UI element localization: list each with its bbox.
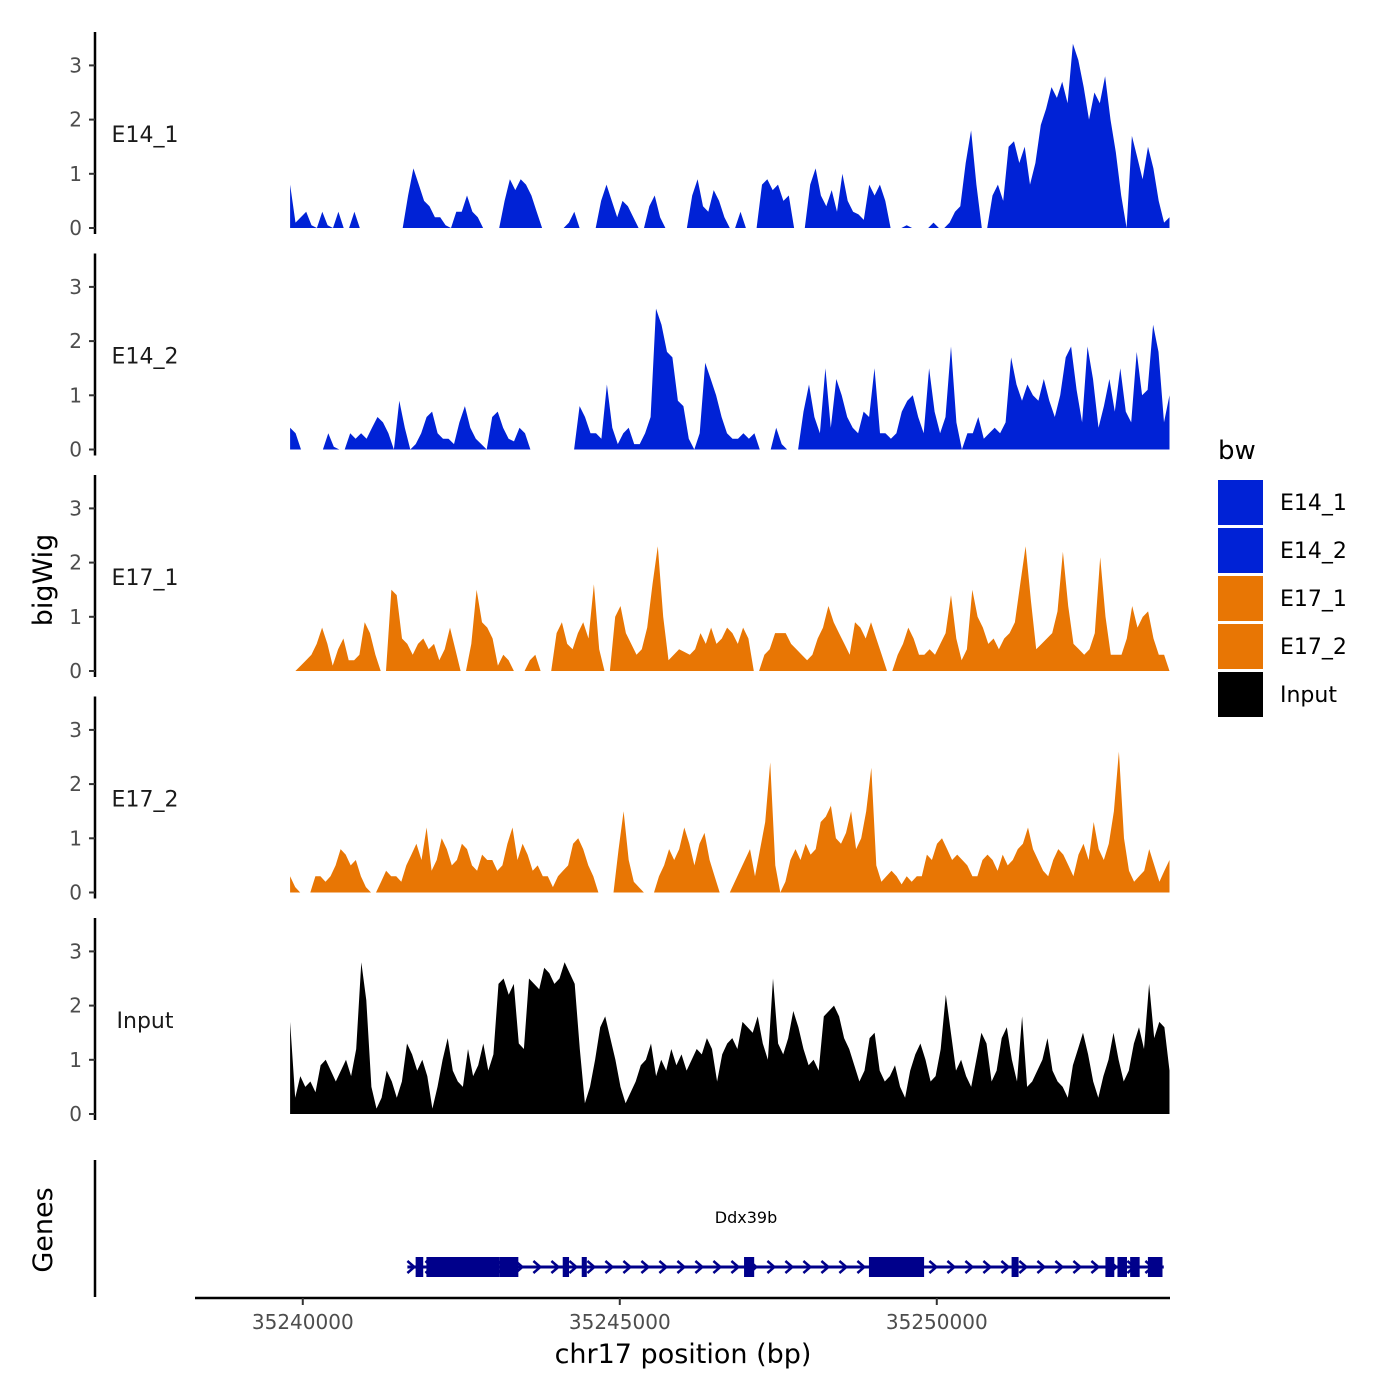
track-e17_1: 0 1 2 3 E17_1 [69,475,1170,683]
track-e17_2: 0 1 2 3 E17_2 [69,696,1170,905]
y-tick-label: 2 [69,108,82,132]
legend-swatch [1218,576,1263,621]
gene-panel: Ddx39b [93,1160,1164,1297]
strand-arrow-icon [1036,1260,1047,1274]
bigwig-tracks: 0 1 2 3 E14_1 0 1 2 3 E14_2 0 1 2 3 E17_1 0 1 2 3 E17_2 0 1 2 3… [69,32,1170,1126]
track-label: Input [117,1009,174,1034]
gene-exon [1011,1257,1019,1277]
gene-exon [415,1257,424,1277]
legend-entry-label: E14_1 [1280,491,1347,516]
strand-arrow-icon [676,1260,687,1274]
y-tick-label: 3 [69,53,82,77]
coverage-area [290,43,1170,229]
track-input: 0 1 2 3 Input [69,918,1170,1126]
y-tick-label: 3 [69,939,82,963]
track-e14_1: 0 1 2 3 E14_1 [69,32,1170,240]
strand-arrow-icon [568,1260,579,1274]
legend: bw E14_1 E14_2 E17_1 E17_2 Input [1218,436,1347,717]
legend-entry-label: E17_1 [1280,587,1347,612]
y-tick-label: 2 [69,994,82,1018]
legend-swatch [1218,624,1263,669]
strand-arrow-icon [1072,1260,1083,1274]
coverage-area [290,546,1170,671]
strand-arrow-icon [928,1260,939,1274]
gene-exon [1147,1257,1163,1277]
strand-arrow-icon [532,1260,543,1274]
track-label: E17_2 [112,788,179,813]
gene-exon [1130,1257,1140,1277]
y-tick-label: 1 [69,383,82,407]
strand-arrow-icon [406,1260,417,1274]
x-tick-label: 35250000 [886,1310,988,1334]
gene-exon [499,1257,519,1277]
y-tick-label: 0 [69,881,82,905]
strand-arrow-icon [802,1260,813,1274]
y-tick-label: 3 [69,275,82,299]
legend-entry-label: Input [1280,683,1337,708]
x-axis-title: chr17 position (bp) [555,1339,812,1370]
coverage-area [290,751,1170,893]
y-tick-label: 0 [69,659,82,683]
gene-exon [868,1257,925,1277]
track-e14_2: 0 1 2 3 E14_2 [69,253,1170,462]
gene-name-label: Ddx39b [715,1208,777,1227]
gene-exon [581,1257,587,1277]
gene-exon [744,1257,755,1277]
y-tick-label: 2 [69,329,82,353]
y-tick-label: 1 [69,826,82,850]
legend-swatch [1218,528,1263,573]
legend-entry-label: E14_2 [1280,539,1347,564]
y-tick-label: 0 [69,438,82,462]
x-tick-label: 35245000 [569,1310,671,1334]
y-tick-label: 2 [69,551,82,575]
gene-exon [562,1257,570,1277]
y-tick-label: 0 [69,1102,82,1126]
strand-arrow-icon [964,1260,975,1274]
strand-arrow-icon [838,1260,849,1274]
y-tick-label: 3 [69,496,82,520]
y-tick-label: 0 [69,216,82,240]
y-tick-label: 3 [69,718,82,742]
legend-swatch [1218,480,1263,525]
legend-swatch [1218,672,1263,717]
legend-title: bw [1218,436,1256,466]
track-label: E14_1 [112,123,179,148]
strand-arrow-icon [982,1260,993,1274]
y-axis-title: bigWig [28,534,59,627]
strand-arrow-icon [694,1260,705,1274]
strand-arrow-icon [712,1260,723,1274]
x-tick-label: 35240000 [252,1310,354,1334]
gene-exon [1105,1257,1115,1277]
strand-arrow-icon [1090,1260,1101,1274]
strand-arrow-icon [946,1260,957,1274]
track-label: E17_1 [112,566,179,591]
strand-arrow-icon [1018,1260,1029,1274]
y-tick-label: 1 [69,605,82,629]
y-tick-label: 2 [69,772,82,796]
y-tick-label: 1 [69,162,82,186]
legend-entry-label: E17_2 [1280,635,1347,660]
strand-arrow-icon [586,1260,597,1274]
strand-arrow-icon [766,1260,777,1274]
strand-arrow-icon [784,1260,795,1274]
strand-arrow-icon [1054,1260,1065,1274]
strand-arrow-icon [730,1260,741,1274]
strand-arrow-icon [622,1260,633,1274]
strand-arrow-icon [550,1260,561,1274]
x-axis: 35240000 35245000 35250000 [195,1296,1170,1334]
gene-exon [426,1257,500,1277]
strand-arrow-icon [604,1260,615,1274]
coverage-area [290,308,1170,450]
gene-exon [1117,1257,1127,1277]
genes-axis-title: Genes [28,1187,59,1272]
strand-arrow-icon [658,1260,669,1274]
strand-arrow-icon [856,1260,867,1274]
strand-arrow-icon [1000,1260,1011,1274]
y-tick-label: 1 [69,1048,82,1072]
strand-arrow-icon [820,1260,831,1274]
coverage-area [290,962,1170,1114]
track-label: E14_2 [112,345,179,370]
strand-arrow-icon [640,1260,651,1274]
